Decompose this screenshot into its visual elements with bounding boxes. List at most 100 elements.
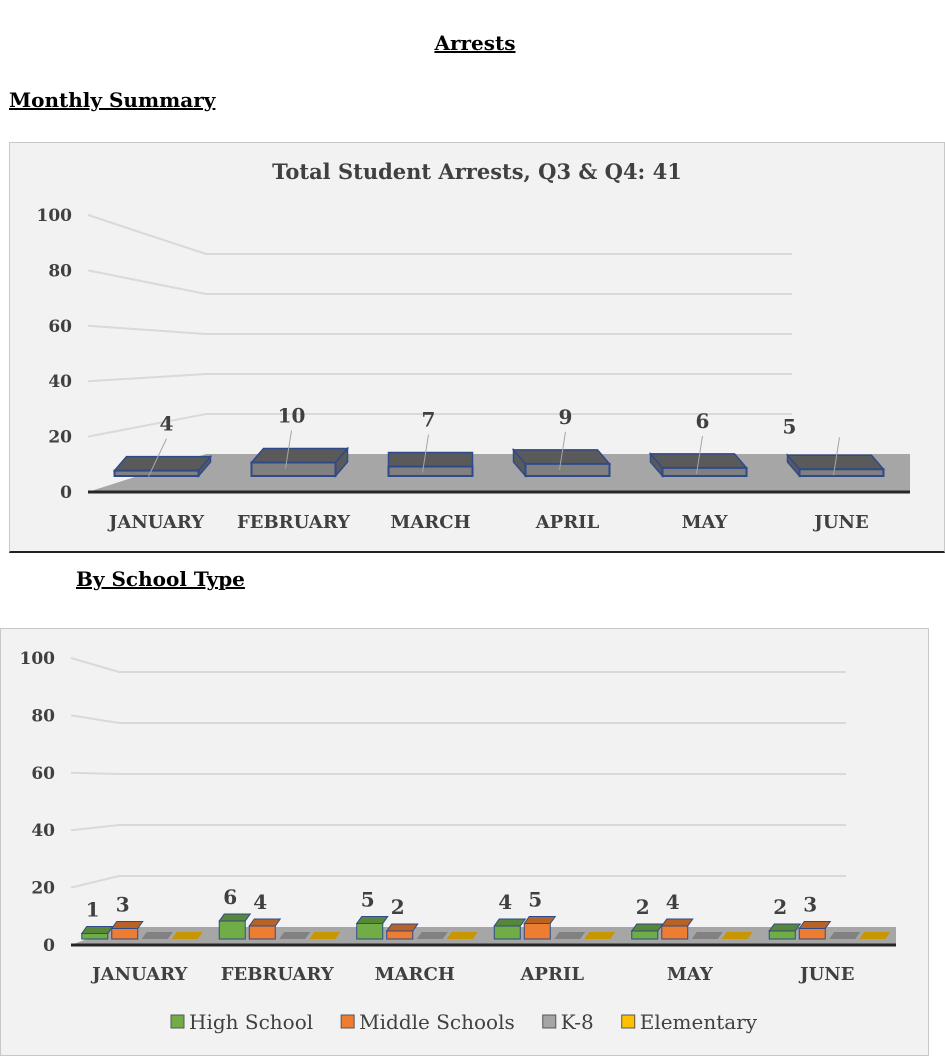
chart-title: Total Student Arrests, Q3 & Q4: 41: [272, 159, 682, 184]
bar-top: [523, 916, 557, 924]
gridline: [87, 373, 792, 383]
y-tick-label: 0: [43, 936, 55, 956]
y-tick-label: 100: [20, 649, 56, 669]
bar-top: [630, 923, 664, 932]
bar-top: [80, 926, 114, 934]
data-label: 10: [278, 404, 306, 428]
gridline: [70, 714, 846, 724]
bar-top: [554, 932, 586, 939]
data-label: 5: [361, 888, 375, 912]
legend-label: High School: [189, 1010, 313, 1034]
bar: [218, 920, 246, 940]
bar-top: [385, 923, 419, 932]
bar: [113, 469, 200, 478]
x-tick-label: APRIL: [535, 512, 600, 533]
bar: [661, 466, 748, 477]
data-label: 3: [116, 893, 130, 917]
y-tick-label: 80: [31, 706, 55, 726]
legend-swatch: [542, 1014, 557, 1029]
data-label: 2: [636, 895, 650, 919]
y-tick-label: 40: [31, 821, 55, 841]
data-label: 2: [773, 895, 787, 919]
bar: [250, 461, 337, 477]
data-label: 4: [498, 890, 512, 914]
section-heading-monthly-summary: Monthly Summary: [9, 88, 216, 112]
bar-top: [691, 932, 723, 939]
bar-top: [768, 923, 802, 932]
data-label: 3: [803, 893, 817, 917]
y-tick-label: 100: [37, 206, 73, 226]
data-label: 6: [223, 885, 237, 909]
x-tick-label: MARCH: [390, 512, 470, 533]
bar: [631, 930, 659, 940]
x-tick-label: JUNE: [812, 512, 868, 533]
bar-top: [249, 447, 350, 464]
x-tick-label: JUNE: [798, 964, 854, 985]
bar-top: [416, 932, 448, 939]
data-label: 9: [559, 405, 573, 429]
school-type-chart: 0 20 40 60 80 100 JANUARY 1 3 FEBRUARY 6 4 MARCH 5 2 AP…: [0, 628, 929, 1056]
data-label-leader: [422, 434, 429, 473]
bar-top: [446, 932, 478, 939]
x-tick-label: JANUARY: [107, 512, 205, 533]
bar: [387, 465, 474, 477]
data-label: 6: [696, 409, 710, 433]
y-tick-label: 20: [31, 879, 55, 899]
gridline: [70, 875, 846, 889]
bar: [524, 462, 611, 478]
monthly-summary-chart: Total Student Arrests, Q3 & Q4: 41 0 20 40 6…: [9, 142, 945, 553]
bar-top: [218, 913, 252, 922]
data-label-leader: [559, 431, 566, 470]
y-tick-label: 60: [31, 764, 55, 784]
bar: [248, 925, 276, 940]
gridline: [70, 824, 846, 832]
data-label: 4: [666, 890, 680, 914]
gridline: [87, 324, 792, 335]
legend-label: K-8: [561, 1010, 594, 1034]
page-title: Arrests: [434, 31, 516, 55]
legend-swatch: [621, 1014, 636, 1029]
bar-top: [493, 918, 527, 927]
data-label: 7: [422, 408, 436, 432]
bar-top: [110, 921, 144, 929]
legend-label: Middle Schools: [359, 1010, 515, 1034]
bar: [81, 933, 109, 940]
gridline: [87, 413, 792, 438]
bar-top: [721, 932, 753, 939]
bar: [798, 928, 826, 940]
bar: [356, 923, 384, 940]
x-tick-label: JANUARY: [90, 964, 188, 985]
bar-top: [584, 932, 616, 939]
data-label-leader: [285, 430, 292, 469]
bar: [386, 930, 414, 940]
data-label: 4: [253, 890, 267, 914]
bar-top: [309, 932, 341, 939]
bar-top: [660, 918, 694, 927]
section-heading-by-school-type: By School Type: [76, 567, 245, 591]
y-tick-label: 60: [48, 317, 72, 337]
bar: [661, 925, 689, 940]
bar: [523, 923, 551, 940]
x-tick-label: FEBRUARY: [221, 964, 335, 985]
gridline: [87, 214, 792, 255]
x-tick-label: MARCH: [375, 964, 455, 985]
bar-top: [141, 932, 173, 939]
gridline: [70, 657, 846, 673]
data-label-leader: [696, 435, 703, 474]
data-label-leader: [833, 437, 840, 476]
data-label: 5: [783, 414, 797, 438]
x-tick-label: FEBRUARY: [237, 512, 351, 533]
data-label: 4: [160, 412, 174, 436]
x-tick-label: APRIL: [519, 964, 584, 985]
bar-top: [248, 918, 282, 927]
bar-top: [829, 932, 861, 939]
gridline: [87, 269, 792, 295]
bar-top: [387, 451, 474, 468]
bar-top: [279, 932, 311, 939]
chart-floor: [88, 454, 910, 492]
data-label: 5: [528, 888, 542, 912]
bar-top: [112, 455, 213, 472]
y-tick-label: 20: [48, 428, 72, 448]
bar-top: [859, 932, 891, 939]
